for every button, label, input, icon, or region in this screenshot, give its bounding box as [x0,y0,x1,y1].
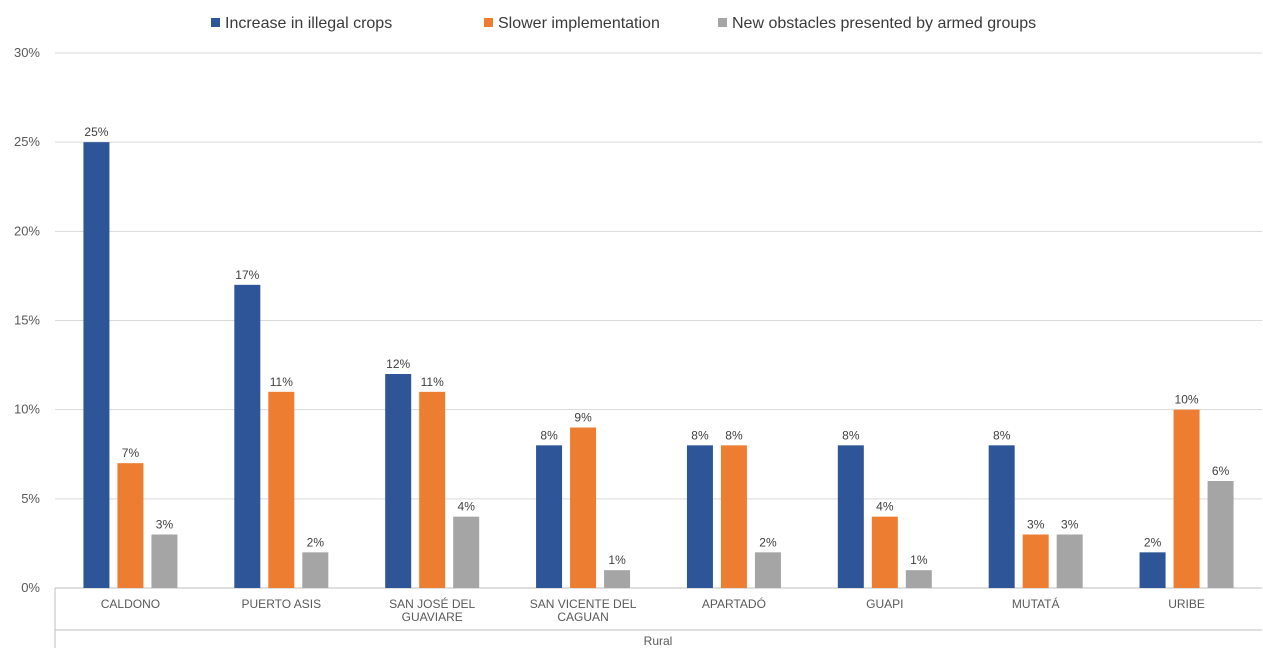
bar [453,516,480,588]
bar [1207,481,1234,588]
y-tick-label: 20% [14,223,40,238]
category-label: SAN JOSÉ DEL GUAVIARE [389,596,475,624]
legend: Increase in illegal crops Slower implemen… [211,15,1036,32]
data-label: 8% [725,428,743,442]
data-label: 25% [84,125,108,139]
bar [1173,409,1200,588]
data-label: 10% [1175,393,1199,407]
legend-entry: Increase in illegal crops [225,15,392,32]
data-label: 1% [608,553,626,567]
data-label: 4% [458,500,476,514]
category-label: GUAPI [866,597,903,611]
bar [871,516,898,588]
category-label: URIBE [1168,597,1205,611]
legend-swatch [211,18,220,27]
y-tick-label: 15% [14,313,40,328]
data-label: 8% [540,428,558,442]
y-tick-label: 25% [14,134,40,149]
legend-swatch [484,18,493,27]
bar [117,463,144,588]
data-label: 2% [759,535,777,549]
bar [720,445,747,588]
data-label: 8% [993,428,1011,442]
legend-entry: New obstacles presented by armed groups [732,15,1036,32]
bar [1139,552,1166,588]
bar [837,445,864,588]
bar [302,552,329,588]
bar [385,374,412,588]
bar [268,391,295,588]
bar [151,534,178,588]
data-label: 3% [156,518,174,532]
data-label: 2% [1144,535,1162,549]
bar [234,284,261,588]
bar [83,142,110,588]
data-label: 2% [307,535,325,549]
category-label: SAN VICENTE DEL CAGUAN [530,597,637,624]
bar [1056,534,1083,588]
y-tick-label: 0% [21,580,40,595]
bar [604,570,631,588]
bar [988,445,1015,588]
data-label: 12% [386,357,410,371]
bar [419,391,446,588]
bar [905,570,932,588]
bar [754,552,781,588]
bar [686,445,713,588]
axes: 0% 5% 10% 15% 20% 25% 30% CALDONO PUERTO ASIS SAN… [14,45,1262,648]
y-tick-label: 10% [14,402,40,417]
data-label: 17% [235,268,259,282]
category-label: MUTATÁ [1012,596,1060,611]
bar [570,427,597,588]
data-label: 8% [691,428,709,442]
category-label: PUERTO ASIS [242,597,322,611]
data-label: 11% [421,375,444,389]
data-label: 11% [270,375,293,389]
legend-swatch [718,18,727,27]
category-label: APARTADÓ [702,596,766,611]
data-labels: 25% 7% 3% 17% 11% 2% 12% 11% 4% 8% 9% 1% 8% 8% 2% 8% 4% 1… [84,125,1229,567]
data-label: 8% [842,428,860,442]
legend-entry: Slower implementation [498,15,660,32]
data-label: 3% [1061,518,1079,532]
data-label: 1% [910,553,928,567]
bar [1022,534,1049,588]
data-label: 3% [1027,518,1045,532]
bar [536,445,563,588]
data-label: 6% [1212,464,1230,478]
data-label: 7% [122,446,140,460]
y-tick-label: 5% [21,491,40,506]
category-label: CALDONO [101,597,160,611]
data-label: 9% [574,411,592,425]
group-label: Rural [644,634,673,648]
data-label: 4% [876,500,894,514]
bars [83,142,1234,588]
y-tick-label: 30% [14,45,40,60]
